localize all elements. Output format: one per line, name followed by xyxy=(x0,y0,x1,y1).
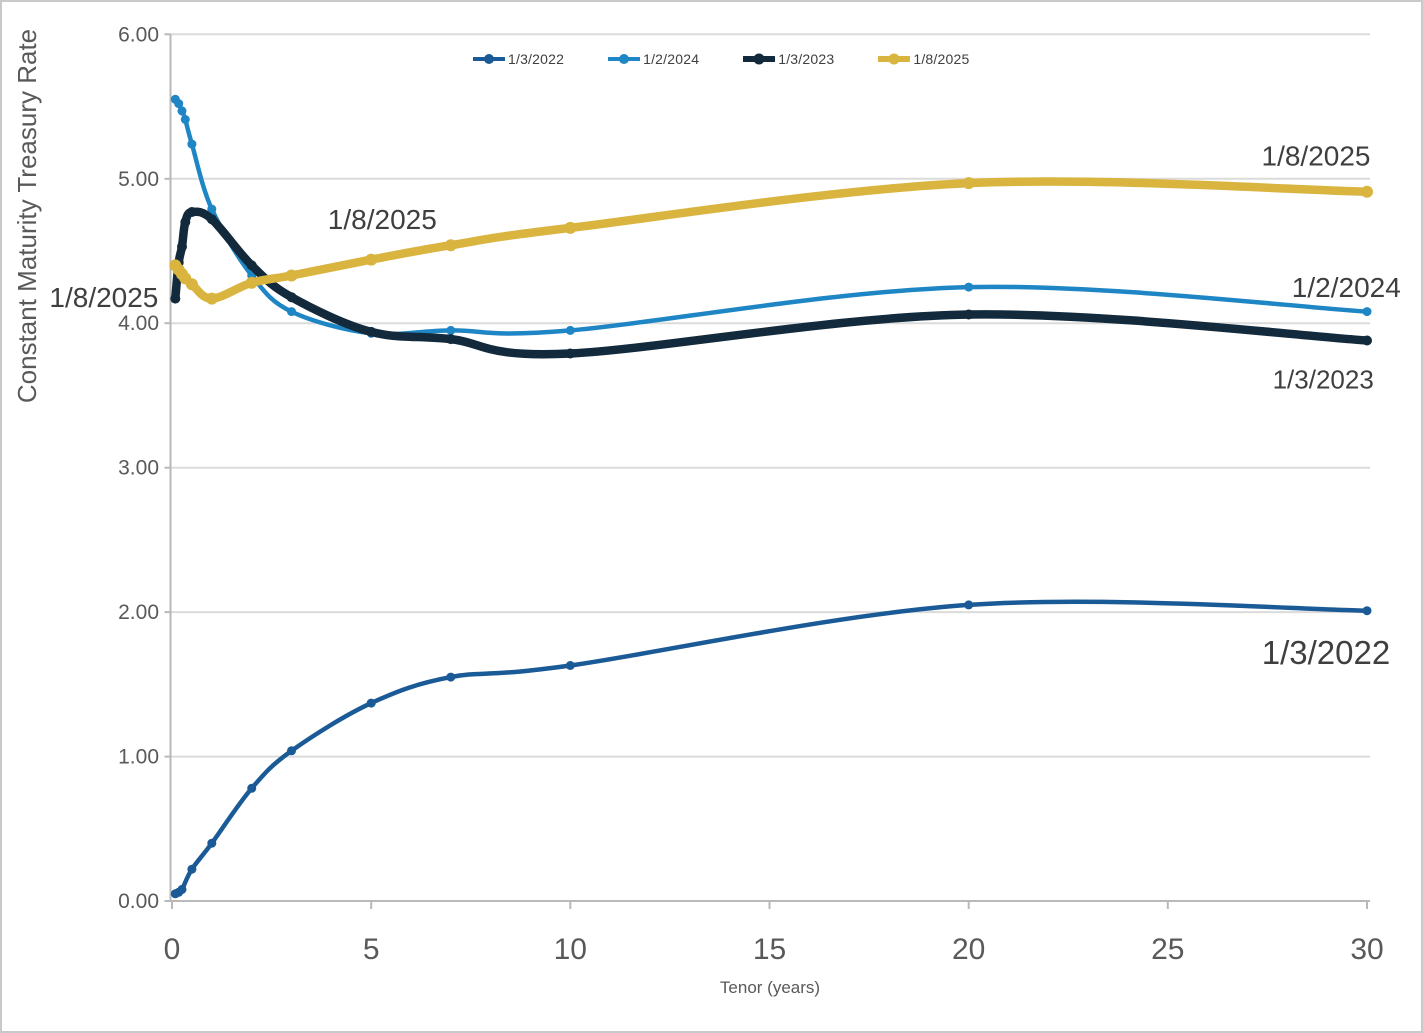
legend-line-marker-icon xyxy=(473,54,505,64)
data-point-marker xyxy=(565,661,575,670)
data-point-marker xyxy=(170,293,181,304)
series-line-1-8-2025 xyxy=(171,177,1372,303)
x-axis-title: Tenor (years) xyxy=(720,978,820,997)
data-point-marker xyxy=(286,292,297,303)
data-point-marker xyxy=(207,838,217,848)
gridlines xyxy=(170,33,1370,758)
series-line-1-3-2023 xyxy=(171,207,1372,359)
data-point-marker xyxy=(1361,185,1373,198)
series-line-1-3-2022 xyxy=(173,599,1370,897)
y-tick-label-0: 0.00 xyxy=(118,890,159,913)
data-point-marker xyxy=(180,217,191,228)
data-point-marker xyxy=(444,239,457,252)
data-point-marker xyxy=(246,260,257,271)
data-point-marker xyxy=(1362,307,1372,317)
axes xyxy=(164,33,1370,909)
x-tick-label-25: 25 xyxy=(1151,933,1184,966)
y-tick-label-3: 3.00 xyxy=(118,457,159,480)
y-tick-label-5: 5.00 xyxy=(118,168,159,191)
data-point-marker xyxy=(564,221,577,234)
series-1-3-2023 xyxy=(170,207,1372,359)
y-tick-label-6: 6.00 xyxy=(118,23,159,46)
data-point-marker xyxy=(964,282,974,292)
chart-legend: 1/3/2022 1/2/2024 1/3/2023 1/8/2025 xyxy=(473,46,969,72)
legend-item-1-2-2024: 1/2/2024 xyxy=(608,51,699,67)
annotation-1-8-2025-2: 1/8/2025 xyxy=(1262,140,1371,171)
x-tick-label-5: 5 xyxy=(363,933,380,966)
data-point-marker xyxy=(180,115,190,124)
data-point-marker xyxy=(964,600,974,610)
y-tick-label-4: 4.00 xyxy=(118,312,159,335)
legend-item-1-3-2023: 1/3/2023 xyxy=(743,51,834,67)
legend-line-marker-icon xyxy=(878,53,911,65)
legend-line-marker-icon xyxy=(743,53,776,65)
annotation-1-8-2025-0: 1/8/2025 xyxy=(49,282,158,313)
legend-item-1-8-2025: 1/8/2025 xyxy=(878,51,969,67)
data-point-marker xyxy=(963,309,974,320)
data-point-marker xyxy=(187,864,197,874)
data-point-marker xyxy=(206,214,217,225)
data-point-marker xyxy=(962,177,975,190)
axis-labels: 0.00 1.00 2.00 3.00 4.00 5.00 6.00 0 5 10 15 20 25 30… xyxy=(12,23,1384,997)
data-point-marker xyxy=(287,746,296,756)
data-point-marker xyxy=(186,207,197,217)
data-point-marker xyxy=(446,672,456,682)
y-tick-label-1: 1.00 xyxy=(118,746,159,769)
x-tick-label-10: 10 xyxy=(554,933,587,966)
data-point-marker xyxy=(177,106,187,116)
data-point-marker xyxy=(247,783,257,793)
data-point-marker xyxy=(174,99,184,109)
annotation-1-8-2025-1: 1/8/2025 xyxy=(328,204,437,235)
legend-label: 1/3/2023 xyxy=(778,51,835,67)
series-annotations: 1/8/2025 1/8/2025 1/8/2025 1/2/2024 1/3/2023… xyxy=(49,140,1400,671)
x-tick-label-0: 0 xyxy=(164,933,181,966)
x-tick-label-20: 20 xyxy=(952,933,985,966)
annotation-1-2-2024-3: 1/2/2024 xyxy=(1292,272,1401,303)
legend-label: 1/3/2022 xyxy=(508,51,565,67)
legend-label: 1/2/2024 xyxy=(643,51,700,67)
data-point-marker xyxy=(565,348,576,359)
legend-label: 1/8/2025 xyxy=(913,51,970,67)
data-point-marker xyxy=(366,326,377,337)
data-point-marker xyxy=(185,278,198,291)
data-point-marker xyxy=(365,253,378,266)
data-point-marker xyxy=(177,884,187,894)
annotation-1-3-2023-4: 1/3/2023 xyxy=(1273,365,1374,395)
x-tick-label-30: 30 xyxy=(1350,933,1383,966)
data-point-marker xyxy=(205,292,218,305)
legend-line-marker-icon xyxy=(608,54,641,64)
data-point-marker xyxy=(446,325,456,335)
series-1-8-2025 xyxy=(169,177,1373,305)
data-point-marker xyxy=(245,276,258,289)
data-point-marker xyxy=(1362,606,1372,616)
data-point-marker xyxy=(177,241,187,252)
data-point-marker xyxy=(187,139,197,149)
y-tick-label-2: 2.00 xyxy=(118,601,159,624)
data-point-marker xyxy=(565,325,575,335)
legend-item-1-3-2022: 1/3/2022 xyxy=(473,51,564,67)
y-axis-title: Constant Maturity Treasury Rate xyxy=(12,29,42,403)
data-point-marker xyxy=(1362,335,1372,346)
data-point-marker xyxy=(287,307,296,317)
series-1-3-2022 xyxy=(170,599,1372,899)
data-point-marker xyxy=(207,204,217,214)
annotation-1-3-2022-5: 1/3/2022 xyxy=(1262,634,1390,671)
data-point-marker xyxy=(285,269,298,282)
data-point-marker xyxy=(366,698,376,708)
x-tick-label-15: 15 xyxy=(753,933,786,966)
data-point-marker xyxy=(445,334,456,345)
